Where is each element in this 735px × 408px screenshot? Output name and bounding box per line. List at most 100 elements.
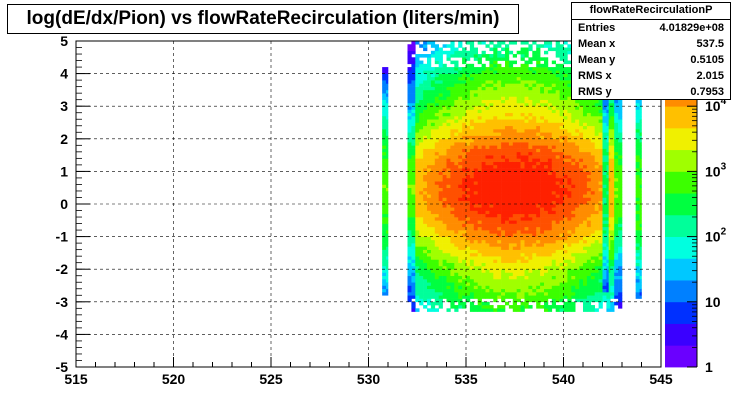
heatmap-cell — [450, 47, 455, 52]
heatmap-cell — [618, 125, 623, 130]
heatmap-cell — [430, 129, 436, 133]
heatmap-cell — [473, 161, 478, 166]
heatmap-cell — [438, 298, 443, 303]
heatmap-cell — [598, 161, 603, 166]
heatmap-cell — [434, 190, 439, 195]
heatmap-cell — [462, 174, 467, 179]
heatmap-cell — [450, 151, 455, 156]
heatmap-cell — [639, 282, 642, 286]
heatmap-cell — [618, 243, 623, 247]
heatmap-cell — [386, 210, 389, 215]
heatmap-cell — [540, 155, 545, 159]
heatmap-cell — [427, 164, 432, 169]
heatmap-cell — [524, 226, 529, 231]
heatmap-cell — [497, 204, 502, 208]
heatmap-cell — [423, 246, 428, 250]
heatmap-cell — [446, 239, 451, 244]
heatmap-cell — [516, 226, 521, 231]
heatmap-cell — [473, 308, 478, 312]
heatmap-cell — [528, 73, 533, 78]
heatmap-cell — [547, 187, 553, 192]
heatmap-cell — [423, 83, 428, 87]
heatmap-cell — [594, 275, 599, 280]
heatmap-cell — [469, 99, 475, 104]
heatmap-cell — [469, 184, 475, 188]
heatmap-cell — [427, 252, 432, 257]
heatmap-cell — [567, 67, 572, 71]
heatmap-cell — [423, 174, 428, 179]
heatmap-cell — [590, 151, 595, 156]
heatmap-cell — [544, 243, 549, 247]
heatmap-cell — [415, 132, 420, 136]
heatmap-cell — [594, 259, 599, 263]
heatmap-cell — [598, 259, 603, 263]
heatmap-cell — [544, 132, 549, 136]
heatmap-cell — [423, 239, 428, 244]
heatmap-cell — [493, 226, 498, 231]
heatmap-cell — [411, 115, 416, 120]
heatmap-cell — [583, 115, 588, 120]
heatmap-cell — [411, 60, 416, 65]
heatmap-cell — [501, 259, 506, 263]
heatmap-cell — [583, 233, 588, 237]
heatmap-cell — [544, 112, 549, 117]
heatmap-cell — [579, 119, 584, 123]
heatmap-cell — [571, 115, 576, 120]
heatmap-cell — [430, 272, 436, 277]
heatmap-cell — [501, 190, 506, 195]
heatmap-cell — [590, 210, 595, 215]
heatmap-cell — [551, 138, 556, 143]
heatmap-cell — [450, 236, 455, 241]
heatmap-cell — [469, 168, 475, 172]
heatmap-cell — [532, 171, 537, 175]
heatmap-cell — [559, 288, 564, 293]
heatmap-cell — [458, 217, 463, 221]
heatmap-cell — [407, 122, 412, 127]
heatmap-cell — [450, 109, 455, 114]
heatmap-cell — [462, 223, 467, 228]
heatmap-cell — [516, 243, 521, 247]
heatmap-cell — [606, 184, 609, 188]
heatmap-cell — [386, 288, 389, 293]
heatmap-cell — [559, 278, 564, 283]
heatmap-cell — [423, 73, 428, 78]
heatmap-cell — [434, 96, 439, 100]
heatmap-cell — [575, 272, 580, 277]
heatmap-cell — [586, 204, 592, 208]
heatmap-cell — [423, 44, 428, 48]
heatmap-cell — [512, 102, 517, 107]
heatmap-cell — [536, 63, 541, 68]
heatmap-cell — [469, 76, 475, 81]
heatmap-cell — [528, 246, 533, 250]
heatmap-cell — [469, 278, 475, 283]
heatmap-cell — [635, 223, 640, 228]
heatmap-cell — [454, 288, 459, 293]
heatmap-cell — [532, 298, 537, 303]
heatmap-cell — [524, 109, 529, 114]
heatmap-cell — [446, 177, 451, 182]
heatmap-cell — [438, 197, 443, 202]
heatmap-cell — [434, 174, 439, 179]
heatmap-cell — [520, 70, 525, 74]
heatmap-cell — [516, 282, 521, 286]
heatmap-cell — [497, 226, 502, 231]
heatmap-cell — [512, 204, 517, 208]
heatmap-cell — [532, 129, 537, 133]
heatmap-cell — [438, 249, 443, 254]
heatmap-cell — [583, 275, 588, 280]
heatmap-cells — [382, 41, 642, 312]
heatmap-cell — [563, 207, 568, 211]
heatmap-cell — [473, 233, 478, 237]
heatmap-cell — [407, 181, 412, 185]
heatmap-cell — [477, 57, 482, 61]
heatmap-cell — [540, 233, 545, 237]
heatmap-cell — [427, 223, 432, 228]
heatmap-cell — [442, 204, 447, 208]
heatmap-cell — [512, 168, 517, 172]
heatmap-cell — [505, 86, 510, 91]
heatmap-cell — [544, 259, 549, 263]
heatmap-cell — [423, 233, 428, 237]
heatmap-cell — [462, 220, 467, 224]
heatmap-cell — [382, 158, 387, 162]
heatmap-cell — [450, 171, 455, 175]
